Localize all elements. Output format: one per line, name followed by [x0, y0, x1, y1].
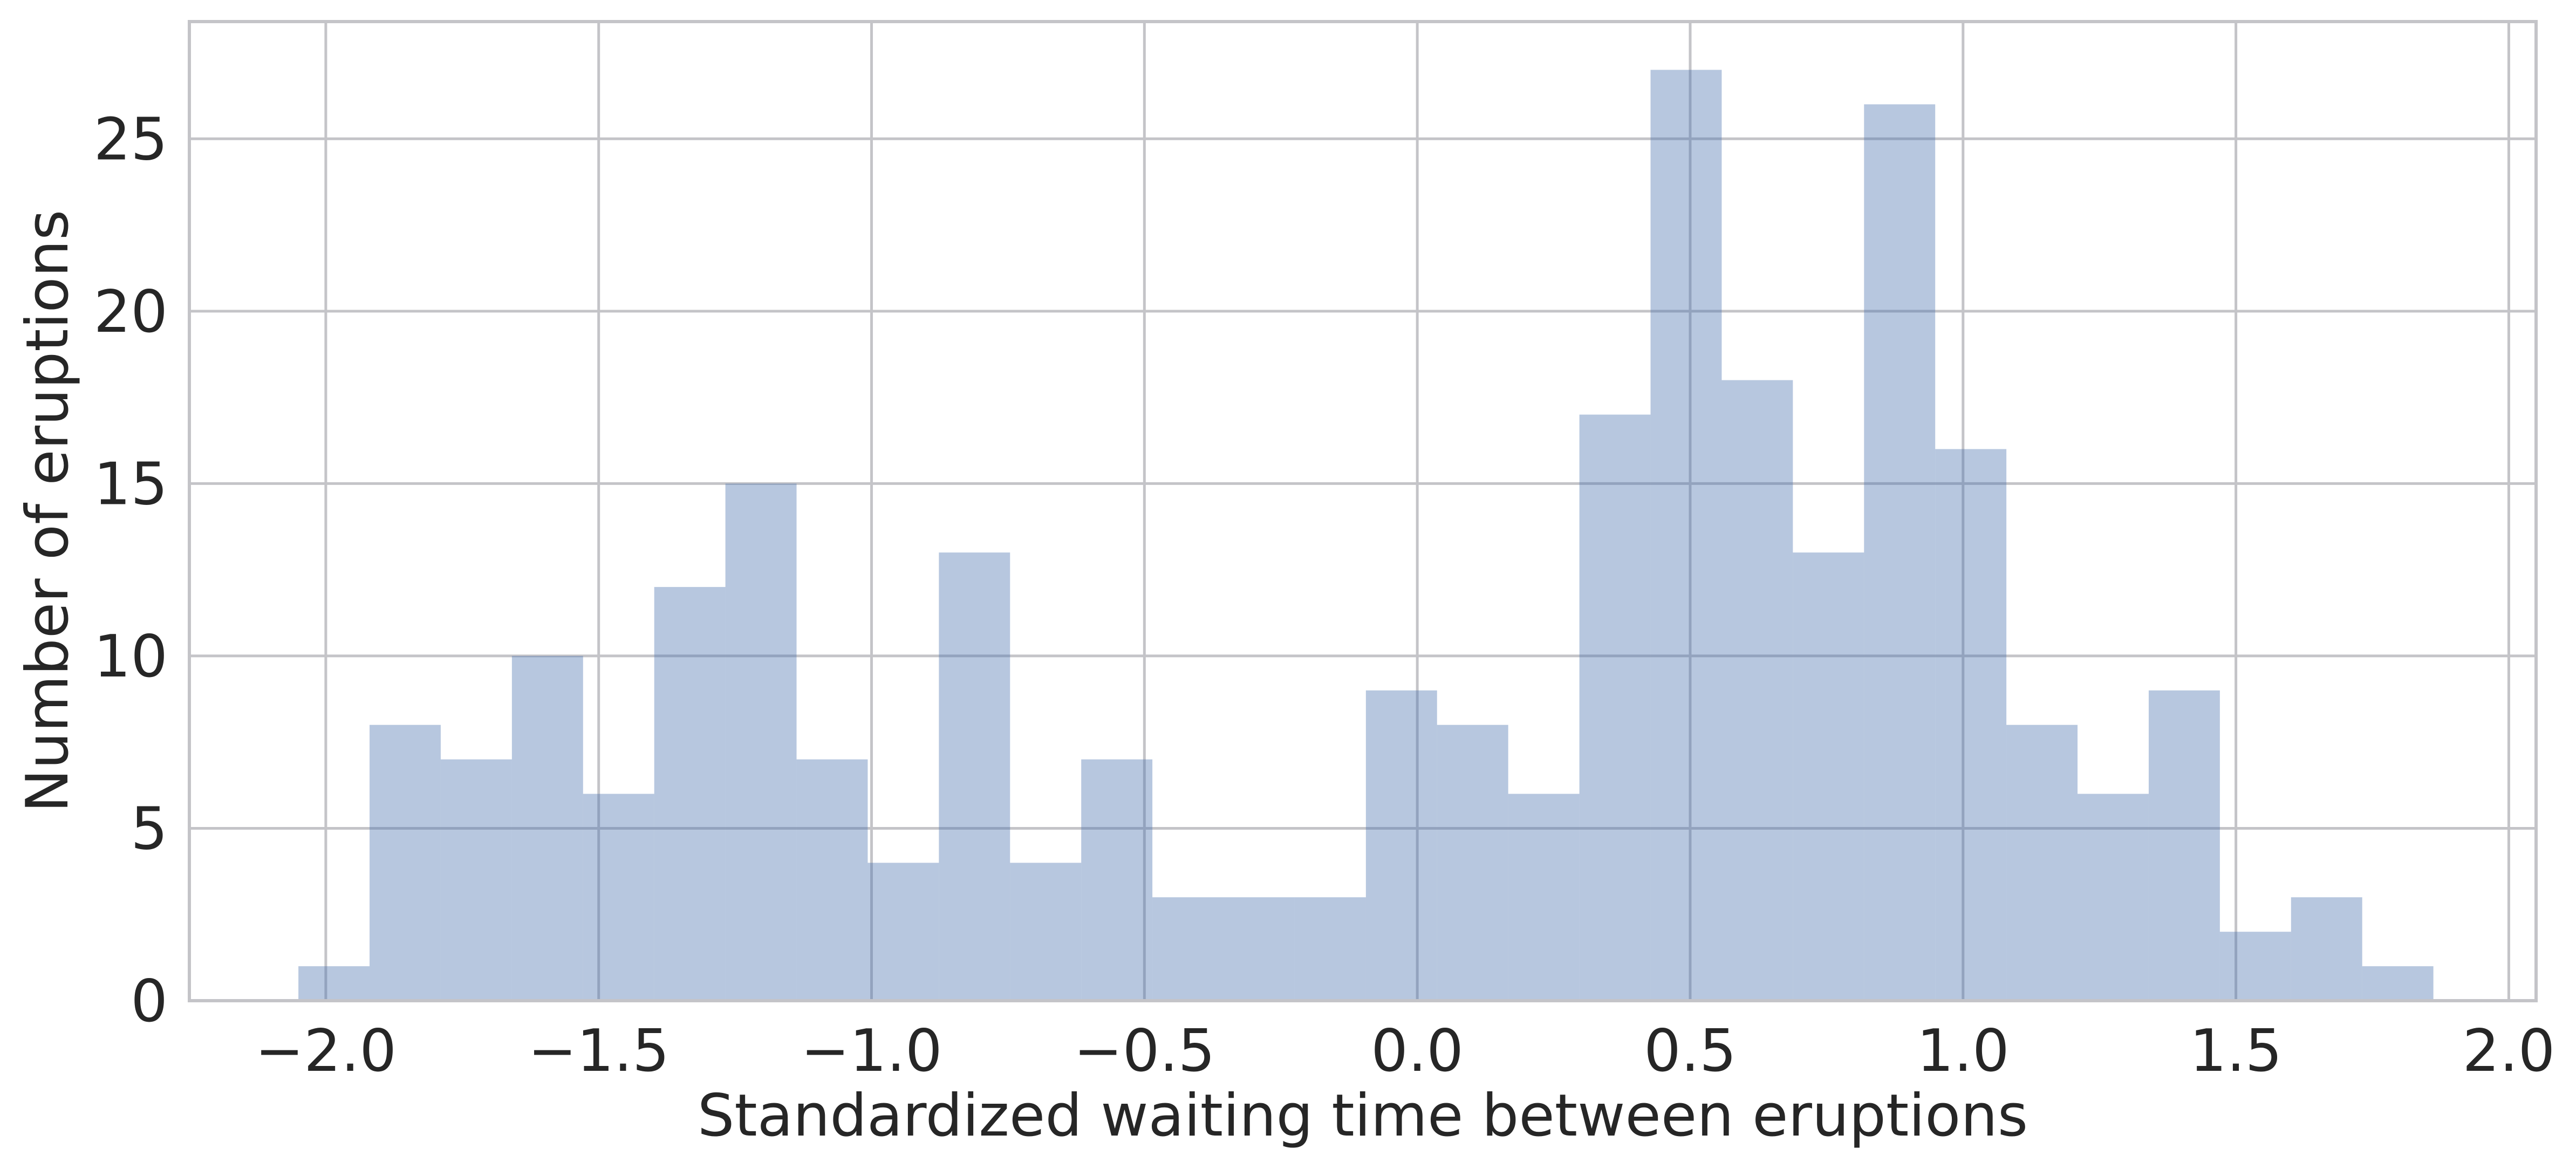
- x-tick-label: −0.5: [1074, 1017, 1215, 1085]
- y-tick-label: 15: [94, 450, 168, 518]
- histogram-bar: [2078, 794, 2149, 1001]
- histogram-bar: [2219, 932, 2291, 1001]
- histogram-bar: [511, 655, 583, 1001]
- x-axis-label: Standardized waiting time between erupti…: [698, 1082, 2028, 1150]
- histogram-bar: [1010, 863, 1082, 1001]
- x-tick-label: −1.5: [528, 1017, 669, 1085]
- y-tick-label: 0: [131, 968, 168, 1035]
- histogram-bar: [1152, 897, 1224, 1001]
- x-tick-label: 2.0: [2463, 1017, 2555, 1085]
- histogram-bar: [654, 587, 726, 1001]
- x-tick-label: 0.5: [1644, 1017, 1737, 1085]
- x-tick-label: 0.0: [1371, 1017, 1464, 1085]
- histogram-bar: [1437, 724, 1508, 1001]
- histogram-bar: [2291, 897, 2362, 1001]
- histogram-bar: [2362, 966, 2434, 1001]
- histogram-bar: [1650, 70, 1722, 1001]
- x-gridlines: [324, 22, 2510, 1001]
- y-tick-label: 5: [131, 795, 168, 863]
- histogram-bar: [725, 483, 797, 1001]
- histogram-bar: [440, 759, 512, 1001]
- histogram-bar: [867, 863, 939, 1001]
- y-tick-label: 20: [94, 278, 168, 346]
- histogram-bar: [1081, 759, 1153, 1001]
- histogram-bar: [1793, 552, 1864, 1001]
- histogram-bar: [1294, 897, 1366, 1001]
- histogram-bar: [939, 552, 1010, 1001]
- histogram-bar: [1508, 794, 1580, 1001]
- histogram-bar: [1864, 104, 1936, 1001]
- y-tick-labels: 0 5 10 15 20 25: [94, 106, 168, 1035]
- histogram-bar: [796, 759, 868, 1001]
- histogram-bar: [2006, 724, 2078, 1001]
- histogram-bar: [1224, 897, 1295, 1001]
- histogram-bar: [583, 794, 654, 1001]
- histogram-bar: [1365, 690, 1437, 1001]
- x-tick-label: 1.5: [2190, 1017, 2283, 1085]
- x-tick-label: 1.0: [1917, 1017, 2010, 1085]
- histogram-bar: [1721, 380, 1793, 1001]
- histogram-bar: [1935, 449, 2007, 1001]
- y-tick-label: 25: [94, 106, 168, 173]
- x-tick-label: −2.0: [255, 1017, 397, 1085]
- histogram-bar: [2148, 690, 2220, 1001]
- x-tick-label: −1.0: [801, 1017, 942, 1085]
- x-tick-labels: −2.0 −1.5 −1.0 −0.5 0.0 0.5 1.0 1.5 2.0: [255, 1017, 2555, 1085]
- plot-frame: [188, 20, 2538, 1002]
- histogram-bar: [370, 724, 441, 1001]
- y-axis-label: Number of eruptions: [14, 210, 81, 813]
- histogram-bar: [298, 966, 370, 1001]
- y-tick-label: 10: [94, 623, 168, 691]
- histogram-bar: [1579, 414, 1651, 1001]
- histogram-bars: [298, 70, 2434, 1001]
